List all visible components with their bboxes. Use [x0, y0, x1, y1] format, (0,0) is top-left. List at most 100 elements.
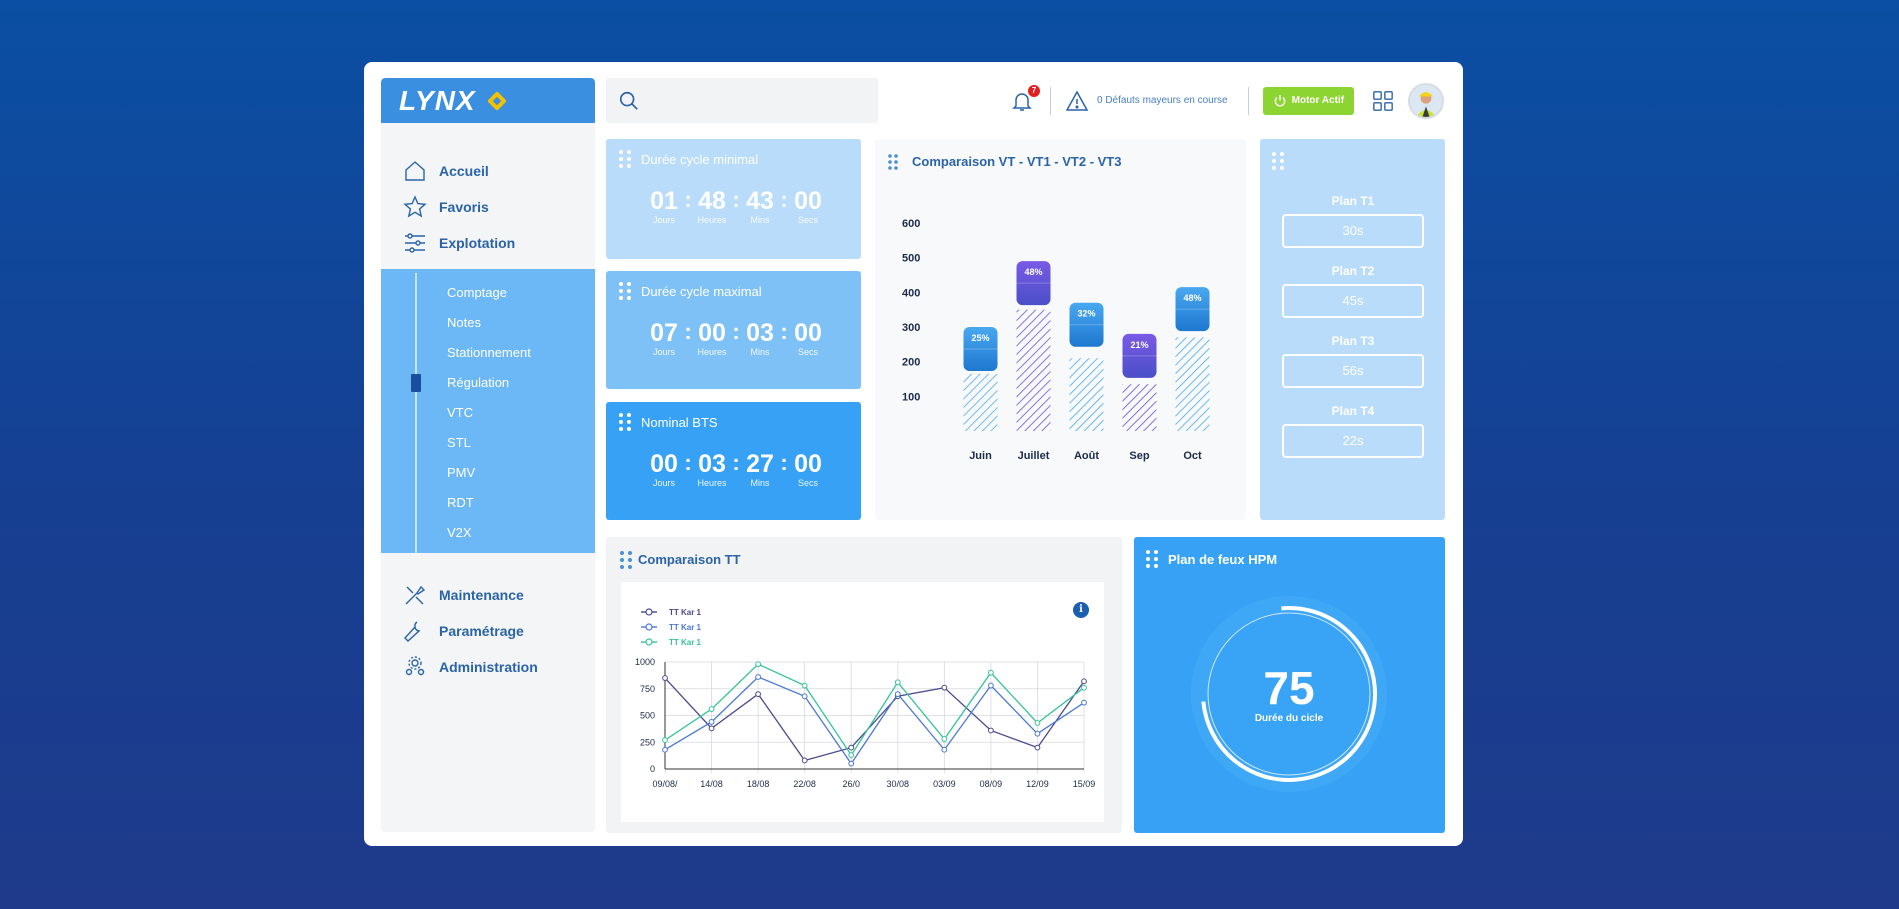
- user-avatar[interactable]: [1408, 82, 1445, 119]
- nav-administration[interactable]: Administration: [403, 649, 595, 685]
- bar-badge: [1122, 333, 1157, 378]
- nav-label: Administration: [439, 659, 538, 675]
- drag-handle-icon[interactable]: [620, 551, 632, 569]
- drag-handle-icon[interactable]: [1146, 550, 1158, 568]
- x-tick-label: 14/08: [700, 779, 723, 789]
- sub-item-rdt[interactable]: RDT: [447, 494, 474, 510]
- nav-label: Maintenance: [439, 587, 524, 603]
- legend-marker: [645, 623, 653, 631]
- bar-badge: [1069, 302, 1104, 347]
- data-point: [848, 744, 855, 751]
- x-tick-label: Août: [1074, 450, 1099, 462]
- main-nav: Accueil Favoris Explotation: [381, 123, 595, 261]
- gauge-inner-ring: [1207, 612, 1371, 776]
- notifications[interactable]: 7: [1010, 84, 1040, 113]
- timer-mins: 03: [746, 319, 774, 347]
- topbar-actions: 7 0 Défauts mayeurs en course Motor Acti…: [1010, 78, 1445, 123]
- y-tick-label: 200: [902, 357, 920, 369]
- search-icon[interactable]: [618, 90, 640, 112]
- notification-badge: 7: [1028, 84, 1040, 97]
- colon: :: [780, 187, 788, 212]
- nav-explotation[interactable]: Explotation: [403, 225, 595, 261]
- sub-item-stationnement[interactable]: Stationnement: [447, 344, 531, 360]
- gauge-title: Plan de feux HPM: [1168, 552, 1278, 567]
- plan-item: Plan T3 56s: [1282, 334, 1424, 388]
- drag-handle-icon[interactable]: [1272, 152, 1284, 170]
- motor-toggle-button[interactable]: Motor Actif: [1262, 86, 1355, 115]
- sub-item-comptage[interactable]: Comptage: [447, 284, 507, 300]
- unit-label: Secs: [797, 347, 818, 357]
- timer-mins: 27: [746, 450, 774, 478]
- timer-mins: 43: [746, 187, 774, 215]
- timer-display: 01 Jours : 48 Heures : 43 Mins : 00 Secs: [644, 187, 828, 225]
- timer-card-nominal: Nominal BTS 00 Jours : 03 Heures : 27 Mins …: [606, 402, 861, 520]
- data-point: [987, 682, 994, 689]
- unit-label: Heures: [697, 215, 727, 225]
- timer-hours: 48: [698, 187, 726, 215]
- plan-item: Plan T2 45s: [1282, 264, 1424, 318]
- legend-label: TT Kar 1: [669, 623, 702, 632]
- submenu-track: [415, 273, 417, 553]
- nav-favoris[interactable]: Favoris: [403, 189, 595, 225]
- sub-item-stl[interactable]: STL: [447, 434, 471, 450]
- drag-handle-icon[interactable]: [619, 150, 631, 168]
- legend-marker: [645, 638, 653, 646]
- bar-oct: [1175, 337, 1210, 431]
- gears-icon: [405, 656, 425, 676]
- x-tick-label: Juillet: [1018, 450, 1050, 462]
- colon: :: [684, 187, 692, 212]
- search-bar[interactable]: [606, 78, 878, 123]
- nav-label: Paramétrage: [439, 623, 524, 639]
- nav-accueil[interactable]: Accueil: [403, 153, 595, 189]
- y-tick-label: 1000: [635, 657, 655, 667]
- user-photo-icon: [1410, 84, 1443, 117]
- plan-value-field[interactable]: 30s: [1282, 214, 1424, 248]
- data-point: [755, 691, 762, 697]
- sub-item-regulation[interactable]: Régulation: [381, 367, 595, 397]
- x-tick-label: 09/08/: [652, 779, 678, 789]
- plan-value-field[interactable]: 56s: [1282, 354, 1424, 388]
- data-point: [987, 669, 994, 676]
- drag-handle-icon[interactable]: [888, 154, 898, 170]
- nav-label: Favoris: [439, 199, 489, 215]
- sub-item-pmv[interactable]: PMV: [447, 464, 476, 480]
- y-tick-label: 0: [650, 764, 655, 774]
- nav-parametrage[interactable]: Paramétrage: [403, 613, 595, 649]
- data-point: [987, 727, 994, 734]
- nav-maintenance[interactable]: Maintenance: [403, 577, 595, 613]
- series-line-1: [664, 677, 1085, 762]
- sliders-icon: [405, 233, 425, 253]
- bell-icon: [1012, 92, 1032, 111]
- plan-value-field[interactable]: 22s: [1282, 424, 1424, 458]
- info-icon[interactable]: i: [1073, 602, 1089, 618]
- apps-grid-icon[interactable]: [1372, 90, 1394, 112]
- bar-juin: [963, 373, 998, 431]
- sub-item-vtc[interactable]: VTC: [447, 404, 473, 420]
- bar-percent-label: 48%: [1183, 293, 1201, 303]
- drag-handle-icon[interactable]: [619, 413, 631, 431]
- data-point: [1034, 720, 1041, 726]
- gauge-label: Durée du cicle: [1255, 713, 1324, 724]
- sub-item-v2x[interactable]: V2X: [447, 524, 472, 540]
- app-window: LYNX Accueil Favoris Explotation Comptag…: [364, 62, 1463, 846]
- y-tick-label: 500: [640, 711, 655, 721]
- logo-bar[interactable]: LYNX: [381, 78, 595, 123]
- data-point: [708, 719, 715, 725]
- timer-secs: 00: [794, 187, 822, 215]
- submenu-explotation: Comptage Notes Stationnement Régulation …: [381, 269, 595, 553]
- bar-chart: Comparaison VT - VT1 - VT2 - VT3 100 200 3…: [888, 154, 1210, 462]
- data-point: [755, 674, 762, 680]
- sub-item-notes[interactable]: Notes: [447, 314, 481, 330]
- x-tick-label: Sep: [1129, 450, 1149, 462]
- data-point: [941, 736, 948, 742]
- tools-icon: [405, 585, 426, 605]
- drag-handle-icon[interactable]: [619, 282, 631, 300]
- data-point: [1081, 684, 1087, 691]
- plan-value-field[interactable]: 45s: [1282, 284, 1424, 318]
- data-point: [1034, 744, 1041, 751]
- data-point: [708, 706, 715, 712]
- alert-status[interactable]: 0 Défauts mayeurs en course: [1065, 89, 1228, 113]
- timer-display: 07 Jours : 00 Heures : 03 Mins : 00 Secs: [644, 319, 828, 357]
- plan-card: Plan T1 30s Plan T2 45s Plan T3 56s Plan…: [1260, 139, 1445, 520]
- motor-label: Motor Actif: [1291, 95, 1345, 106]
